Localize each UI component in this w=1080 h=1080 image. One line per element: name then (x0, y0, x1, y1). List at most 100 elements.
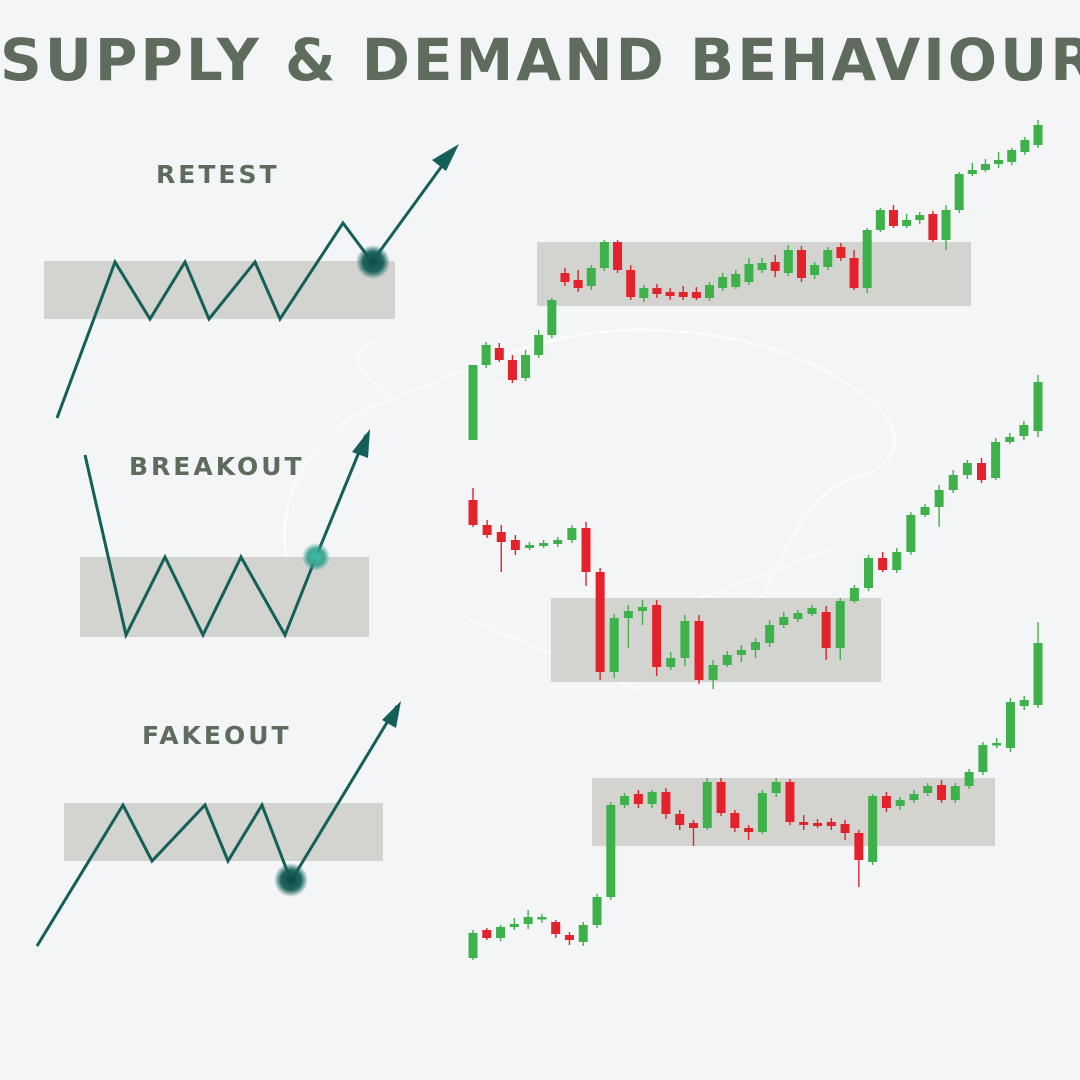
breakout-candle-body (948, 475, 958, 490)
breakout-label: BREAKOUT (129, 452, 305, 481)
fakeout-candle-body (826, 822, 836, 826)
fakeout-candle-body (964, 772, 974, 786)
breakout-candle-body (864, 558, 873, 588)
retest-candle-body (547, 300, 557, 335)
retest-path (55, 147, 457, 419)
retest-candle-body (1033, 125, 1043, 145)
retest-candle-body (626, 270, 636, 297)
retest-candle-body (875, 210, 885, 230)
fakeout-candle-body (551, 922, 561, 934)
fakeout-candle-body (537, 917, 547, 920)
breakout-marker-dot (302, 543, 330, 571)
retest-candle-body (494, 348, 504, 360)
retest-candle-body (1020, 140, 1030, 152)
breakout-candle-body (525, 545, 534, 548)
breakout-candle-body (892, 552, 902, 570)
breakout-candle-body (835, 601, 845, 648)
retest-candle-body (665, 292, 675, 296)
retest-marker-dot (356, 245, 390, 279)
retest-candle-body (599, 242, 609, 268)
retest-chart-zone (537, 242, 971, 306)
fakeout-candle-body (744, 828, 754, 832)
breakout-candle-body (581, 528, 591, 572)
breakout-candle-body (708, 665, 718, 680)
fakeout-marker-dot (274, 863, 308, 897)
breakout-candle-body (991, 442, 1001, 478)
retest-candle-body (652, 288, 662, 294)
fakeout-candle-body (978, 745, 988, 772)
retest-arrowhead (432, 144, 459, 171)
retest-candle-body (810, 265, 820, 275)
breakout-candle-body (1019, 425, 1029, 436)
retest-candle-body (1007, 150, 1017, 162)
fakeout-candle-body (813, 823, 823, 826)
breakout-candle-body (977, 463, 986, 480)
fakeout-candle-body (633, 794, 643, 804)
page-title: SUPPLY & DEMAND BEHAVIOUR (0, 26, 1080, 94)
retest-candle-body (468, 365, 478, 440)
breakout-candle-body (878, 558, 888, 570)
breakout-candle-body (623, 611, 633, 618)
breakout-candle-body (722, 655, 732, 665)
fakeout-candle-body (950, 786, 960, 800)
breakout-candle-body (807, 608, 817, 614)
breakout-candle-body (609, 618, 619, 672)
fakeout-candle-body (661, 792, 671, 814)
breakout-candle-body (934, 490, 944, 507)
breakout-candle-body (765, 625, 775, 643)
retest-candle-body (954, 174, 964, 210)
retest-candle-body (967, 170, 977, 174)
breakout-candlestick-chart (468, 375, 1043, 689)
retest-candle-body (678, 292, 688, 297)
fakeout-candle-body (785, 782, 795, 822)
fakeout-candle-body (702, 782, 712, 828)
retest-candle-body (718, 277, 728, 288)
retest-candlestick-chart (468, 120, 1043, 440)
breakout-candle-body (920, 507, 930, 515)
retest-candle-body (560, 273, 570, 282)
fakeout-candle-body (620, 796, 630, 805)
retest-candle-body (783, 250, 793, 273)
breakout-arrowhead (352, 429, 370, 458)
retest-candle-body (639, 288, 649, 298)
fakeout-candle-body (909, 794, 919, 800)
breakout-candle-body (666, 658, 676, 667)
fakeout-pattern (35, 701, 401, 947)
breakout-candle-body (1033, 382, 1043, 431)
fakeout-candle-body (771, 782, 781, 793)
retest-candle-body (757, 263, 767, 270)
fakeout-candlestick-chart (468, 622, 1043, 960)
breakout-candle-body (496, 532, 506, 542)
breakout-candle-body (751, 642, 760, 650)
breakout-zone (80, 557, 369, 637)
breakout-candle-body (962, 463, 972, 475)
retest-candle-body (941, 210, 951, 240)
retest-candle-body (836, 247, 846, 258)
retest-candle-body (980, 164, 990, 170)
breakout-candle-body (821, 612, 831, 648)
retest-candle-body (744, 264, 754, 282)
fakeout-candle-body (757, 793, 767, 832)
breakout-candle-body (510, 540, 520, 550)
fakeout-candle-body (799, 822, 809, 825)
breakout-candle-body (736, 650, 746, 655)
retest-candle-body (534, 335, 544, 355)
fakeout-label: FAKEOUT (142, 721, 292, 750)
fakeout-candle-body (730, 813, 740, 828)
fakeout-candle-body (992, 743, 1002, 746)
breakout-pattern (80, 429, 370, 640)
retest-candle-body (994, 160, 1004, 164)
fakeout-candle-body (1005, 702, 1015, 748)
retest-label: RETEST (156, 160, 280, 189)
retest-candle-body (521, 355, 531, 378)
fakeout-candle-body (716, 782, 726, 813)
retest-candle-body (796, 250, 806, 278)
fakeout-candle-body (647, 792, 657, 804)
breakout-candle-body (553, 540, 563, 544)
fakeout-candle-body (688, 823, 698, 828)
breakout-candle-body (793, 613, 803, 619)
fakeout-candle-body (881, 796, 891, 808)
breakout-candle-body (1005, 437, 1015, 442)
breakout-candle-body (779, 617, 789, 625)
breakout-candle-body (680, 621, 690, 658)
